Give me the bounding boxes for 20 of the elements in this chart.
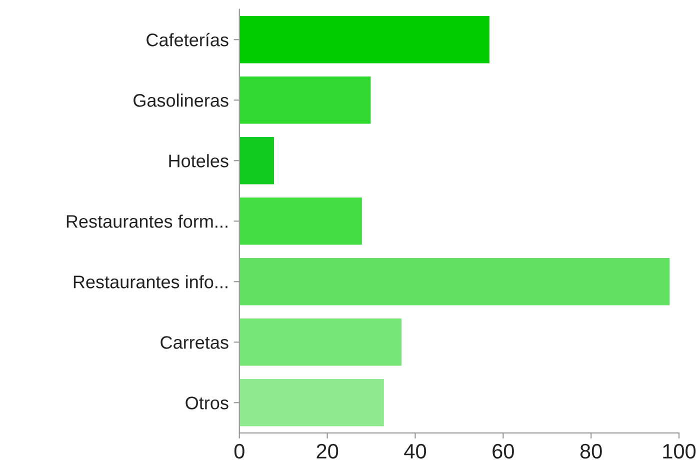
x-tick-label: 40 — [404, 444, 426, 459]
bar — [239, 378, 386, 428]
x-tick-label: 20 — [316, 444, 338, 459]
y-tick-label: Carretas — [160, 336, 228, 349]
bar — [239, 256, 671, 306]
x-tick-label: 0 — [234, 444, 244, 459]
y-tick-label: Cafeterías — [146, 32, 228, 46]
x-tick-label: 100 — [663, 444, 696, 459]
y-tick-label: Hoteles — [169, 154, 228, 168]
x-tick-label: 60 — [492, 444, 514, 459]
y-tick-label: Restaurantes info... — [74, 275, 228, 288]
bar — [239, 317, 403, 367]
bar — [239, 136, 276, 186]
bar — [239, 75, 372, 125]
x-tick-label: 80 — [580, 444, 602, 459]
y-tick-label: Restaurantes form... — [66, 214, 228, 228]
bar — [239, 14, 491, 64]
y-tick-label: Gasolineras — [134, 94, 228, 107]
bar — [239, 196, 364, 246]
y-tick-label: Otros — [186, 396, 228, 410]
